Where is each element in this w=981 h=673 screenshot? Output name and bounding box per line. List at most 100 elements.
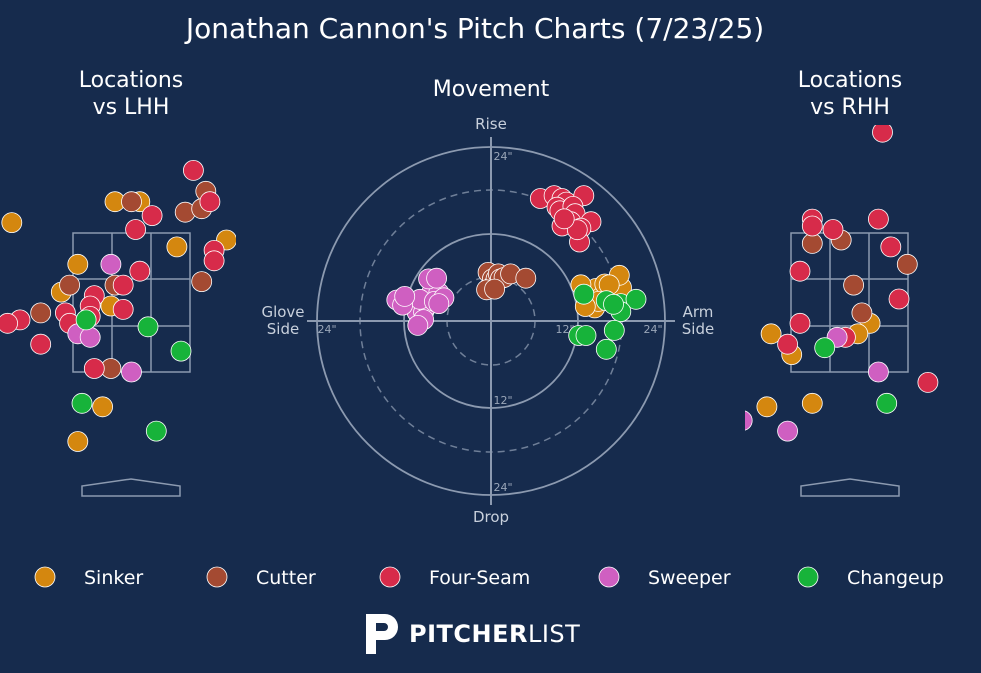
- rhh-sweeper-point: [720, 484, 740, 504]
- lhh-sweeper-point: [79, 326, 101, 348]
- rhh-sinker-point: [760, 323, 782, 345]
- movement-changeup-point: [603, 293, 624, 315]
- lhh-changeup-point: [75, 309, 97, 331]
- lhh-four-seam-point: [141, 205, 163, 227]
- lhh-sinker-point: [1, 212, 23, 234]
- lhh-four-seam-point: [129, 260, 151, 282]
- legend-marker-changeup: [797, 566, 819, 588]
- legend-label-sweeper: Sweeper: [648, 567, 731, 589]
- movement-changeup-point: [573, 283, 595, 305]
- lhh-changeup-point: [170, 340, 192, 362]
- movement-changeup-point: [575, 325, 597, 346]
- tick-24-top: 24": [493, 150, 512, 163]
- rhh-four-seam-point: [789, 260, 811, 282]
- lhh-four-seam-point: [83, 358, 105, 379]
- lhh-four-seam-point: [112, 298, 134, 320]
- tick-12-bottom: 12": [493, 394, 512, 407]
- lhh-sweeper-point: [100, 253, 122, 275]
- pitcherlist-logo: PITCHERLIST: [363, 612, 580, 656]
- rhh-four-seam-point: [822, 219, 844, 240]
- lhh-changeup-point: [137, 316, 159, 338]
- lhh-location-panel: Locations vs LHH: [0, 68, 236, 497]
- glove-side-label-line2: Side: [267, 320, 299, 338]
- legend-label-changeup: Changeup: [847, 567, 944, 589]
- lhh-cutter-point: [59, 274, 80, 296]
- legend-marker-sweeper: [598, 566, 620, 588]
- glove-side-label-line1: Glove: [261, 303, 304, 321]
- legend-marker-sinker: [34, 566, 56, 588]
- arm-side-label-line1: Arm: [683, 303, 714, 321]
- lhh-cutter-point: [191, 271, 213, 293]
- rhh-title-line1: Locations: [798, 68, 903, 93]
- brand-bold: PITCHER: [409, 620, 528, 648]
- tick-24-left: 24": [317, 323, 336, 336]
- rhh-title-line2: vs RHH: [810, 95, 890, 120]
- rhh-home-plate: [800, 478, 900, 497]
- legend-label-cutter: Cutter: [256, 567, 316, 589]
- legend-marker-four-seam: [379, 566, 401, 588]
- rhh-sinker-point: [801, 392, 823, 414]
- rhh-cutter-point: [843, 274, 864, 296]
- rhh-cutter-point: [851, 302, 873, 324]
- lhh-four-seam-point: [199, 191, 221, 213]
- lhh-cutter-point: [30, 302, 52, 324]
- rhh-sinker-point: [756, 396, 778, 418]
- movement-cutter-point: [515, 267, 537, 289]
- lhh-title-line2: vs LHH: [93, 95, 170, 120]
- drop-label: Drop: [473, 508, 509, 526]
- movement-sweeper-point: [407, 314, 429, 336]
- pitcherlist-p-icon: [366, 614, 398, 654]
- legend: Sinker Cutter Four-Seam Sweeper Changeup: [34, 566, 944, 589]
- movement-changeup-point: [603, 319, 625, 341]
- rhh-four-seam-point: [801, 215, 823, 237]
- legend-label-four-seam: Four-Seam: [429, 567, 530, 589]
- movement-changeup-point: [625, 288, 647, 310]
- lhh-four-seam-point: [125, 219, 147, 240]
- rhh-sweeper-point: [777, 420, 798, 442]
- rhh-four-seam-point: [872, 125, 893, 143]
- lhh-sinker-point: [92, 396, 113, 418]
- rhh-cutter-point: [896, 253, 918, 275]
- lhh-four-seam-point: [112, 274, 134, 296]
- lhh-four-seam-point: [0, 312, 18, 334]
- lhh-sinker-point: [67, 253, 89, 275]
- lhh-four-seam-point: [203, 250, 225, 272]
- rise-label: Rise: [475, 115, 507, 133]
- legend-marker-cutter: [206, 566, 228, 588]
- rhh-four-seam-point: [880, 236, 902, 258]
- rhh-changeup-point: [876, 392, 898, 414]
- rhh-four-seam-point: [868, 208, 889, 230]
- lhh-title-line1: Locations: [79, 68, 184, 93]
- rhh-four-seam-point: [777, 333, 798, 355]
- movement-title: Movement: [433, 77, 550, 102]
- lhh-sinker-point: [67, 431, 89, 452]
- legend-label-sinker: Sinker: [84, 567, 143, 589]
- tick-24-right: 24": [643, 323, 662, 336]
- movement-sweeper-point: [428, 293, 450, 315]
- movement-panel: Movement Rise Drop Glove Side Arm Side 2…: [261, 77, 714, 526]
- movement-changeup-point: [595, 338, 617, 360]
- lhh-changeup-point: [145, 420, 167, 442]
- movement-four-seam-point: [553, 208, 575, 230]
- lhh-cutter-point: [121, 191, 142, 213]
- movement-sweeper-point: [394, 285, 416, 307]
- rhh-sweeper-point: [695, 484, 715, 504]
- lhh-sinker-point: [166, 236, 188, 258]
- lhh-changeup-point: [71, 392, 93, 414]
- chart-title: Jonathan Cannon's Pitch Charts (7/23/25): [184, 12, 764, 45]
- movement-sweeper-point: [426, 267, 448, 289]
- tick-24-bottom: 24": [493, 481, 512, 494]
- rhh-four-seam-point: [917, 371, 939, 393]
- lhh-four-seam-point: [30, 333, 52, 355]
- rhh-sweeper-point: [868, 361, 889, 383]
- lhh-four-seam-point: [182, 159, 204, 181]
- arm-side-label-line2: Side: [682, 320, 714, 338]
- lhh-sweeper-point: [121, 361, 142, 383]
- lhh-home-plate: [81, 478, 181, 497]
- rhh-sweeper-point: [745, 410, 753, 431]
- rhh-four-seam-point: [789, 312, 811, 334]
- rhh-changeup-point: [814, 337, 836, 359]
- brand-light: LIST: [527, 620, 581, 648]
- movement-cutter-point: [484, 278, 506, 300]
